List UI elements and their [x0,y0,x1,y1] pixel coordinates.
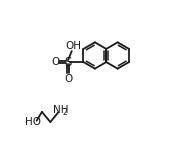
Text: NH: NH [53,105,68,115]
Text: OH: OH [65,41,81,51]
Text: HO: HO [25,117,41,127]
Text: S: S [64,56,72,69]
Text: O: O [64,74,72,84]
Text: 2: 2 [63,108,67,117]
Text: O: O [51,57,59,67]
